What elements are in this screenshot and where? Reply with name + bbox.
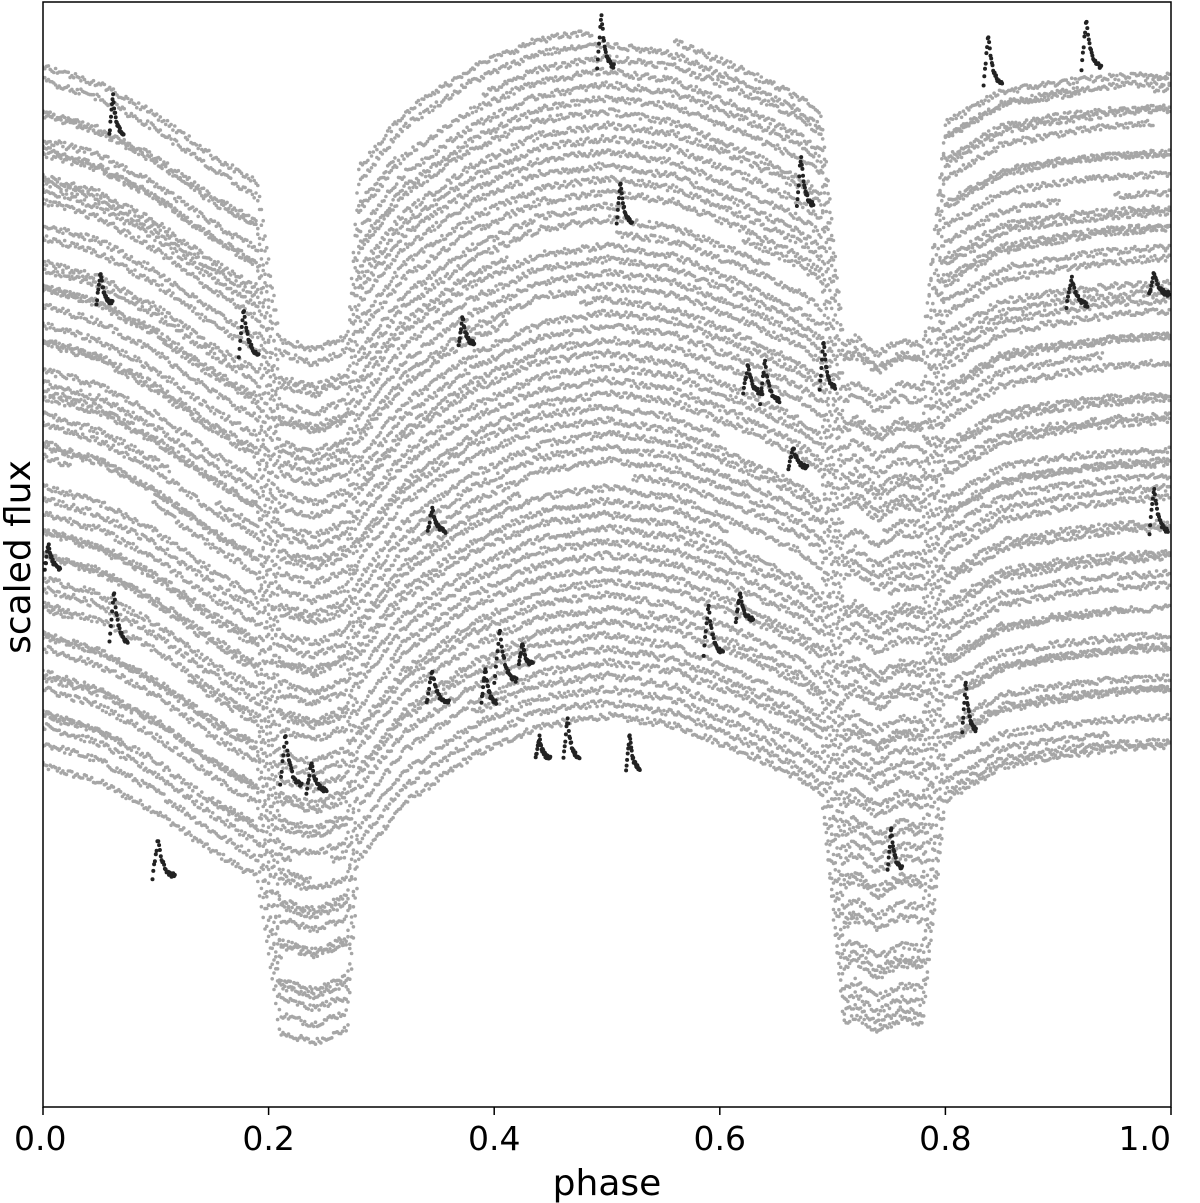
flare-13 [492, 629, 518, 685]
x-tick-label: 1.0 [1119, 1119, 1171, 1158]
x-tick-label: 0.2 [242, 1119, 294, 1158]
x-axis-label: phase [553, 1163, 662, 1203]
flare-6 [151, 839, 177, 881]
x-axis-ticks: 0.0 0.2 0.4 0.6 0.8 1.0 [14, 1107, 1171, 1158]
x-tick-label: 0.8 [919, 1119, 971, 1158]
x-tick-label: 0.4 [468, 1119, 520, 1158]
light-curve-7 [41, 631, 1171, 960]
flare-20 [702, 604, 725, 658]
flare-31 [1080, 20, 1104, 72]
light-curve-39 [41, 202, 1171, 540]
y-axis-label: scaled flux [0, 460, 39, 654]
flare-29 [982, 35, 1005, 87]
x-tick-label: 0.0 [14, 1119, 66, 1158]
light-curve-2 [41, 699, 1171, 1029]
quiescent-light-curves [41, 29, 1171, 1046]
flare-19 [624, 733, 642, 772]
x-tick-label: 0.6 [694, 1119, 746, 1158]
flare-15 [534, 734, 553, 761]
flare-21 [734, 592, 755, 625]
